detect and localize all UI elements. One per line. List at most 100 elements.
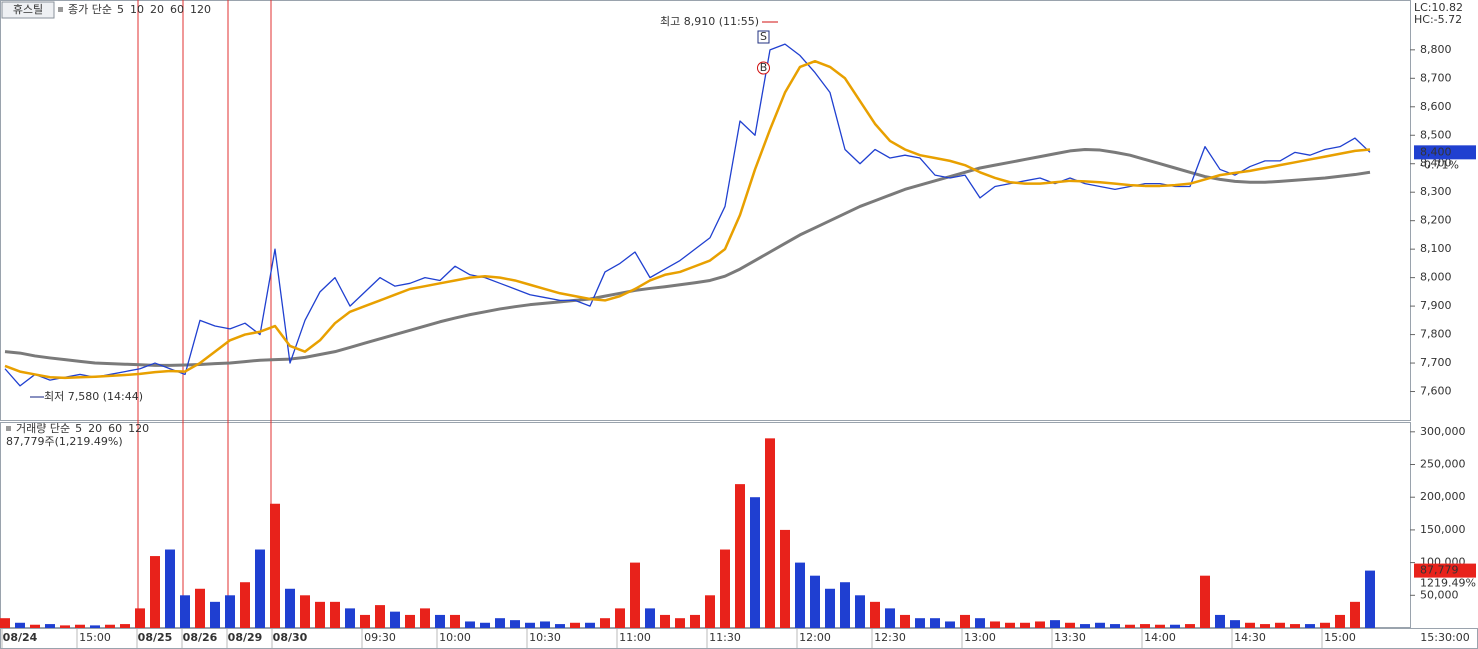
y-tick-label: 8,200 [1420, 214, 1452, 227]
price-panel [0, 0, 1411, 421]
legend-title: 거래량 단순 [16, 422, 70, 435]
sell-marker [757, 30, 770, 44]
x-tick-label: 08/29 [228, 631, 263, 644]
y-tick-label: 200,000 [1420, 490, 1466, 503]
volume-bar [975, 618, 985, 628]
volume-bar [60, 625, 70, 628]
volume-bar [330, 601, 340, 628]
volume-bar [150, 556, 160, 628]
volume-bar [555, 624, 565, 628]
volume-bar [450, 614, 460, 628]
volume-bar [435, 614, 445, 628]
ticker-button[interactable] [1, 1, 55, 19]
volume-bar [1065, 622, 1075, 628]
price-line [4, 43, 1371, 387]
volume-bar [840, 582, 850, 628]
x-tick-label: 08/24 [3, 631, 38, 644]
volume-bar [810, 575, 820, 628]
legend-entry: 120 [128, 422, 149, 435]
volume-ratio: 1219.49% [1420, 577, 1476, 590]
volume-bar [360, 614, 370, 628]
volume-bar [900, 614, 910, 628]
volume-bar [570, 622, 580, 628]
volume-bar [1110, 624, 1120, 628]
volume-bar [585, 622, 595, 628]
legend-entry: 5 [75, 422, 82, 435]
legend-title: 종가 단순 [68, 3, 112, 16]
volume-bar [930, 618, 940, 628]
change: -0.71% [1420, 158, 1459, 171]
volume-bar [1035, 621, 1045, 628]
volume-bar [720, 549, 730, 628]
x-tick-label: 08/26 [183, 631, 218, 644]
y-tick-label: 8,100 [1420, 242, 1452, 255]
volume-bar [30, 624, 40, 628]
volume-bar [495, 618, 505, 628]
volume-bar [750, 497, 760, 628]
x-tick-label: 10:00 [439, 631, 471, 644]
volume-bar [960, 614, 970, 628]
x-tick-label: 10:30 [529, 631, 561, 644]
volume-bar [1275, 622, 1285, 628]
volume-bar [1185, 624, 1195, 628]
volume-bar [1140, 624, 1150, 628]
y-tick-label: 8,700 [1420, 71, 1452, 84]
volume-bar [90, 625, 100, 628]
y-tick-label: 8,300 [1420, 185, 1452, 198]
volume-bar [1350, 601, 1360, 628]
last-price-box [1414, 145, 1476, 160]
buy-label: B [760, 61, 768, 74]
volume-bar [465, 621, 475, 628]
volume-bar [765, 438, 775, 628]
volume-bar [870, 601, 880, 628]
y-tick-label: 250,000 [1420, 458, 1466, 471]
volume-bar [660, 614, 670, 628]
volume-bar [345, 608, 355, 628]
volume-bar [105, 624, 115, 628]
volume-bar [135, 608, 145, 628]
legend-icon [6, 426, 11, 431]
legend-entry: 60 [108, 422, 122, 435]
volume-bar [1245, 622, 1255, 628]
volume-bar [390, 611, 400, 628]
y-tick-label: 7,800 [1420, 328, 1452, 341]
volume-bar [225, 595, 235, 628]
volume-bar [1365, 570, 1375, 628]
x-tick-label: 15:00 [1324, 631, 1356, 644]
volume-bar [480, 622, 490, 628]
volume-bar [1005, 622, 1015, 628]
volume-bar [690, 614, 700, 628]
y-tick-label: 8,800 [1420, 43, 1452, 56]
volume-bar [0, 618, 10, 628]
y-tick-label: 7,700 [1420, 356, 1452, 369]
volume-bar [600, 618, 610, 628]
volume-bar [300, 595, 310, 628]
legend-entry: 5 [117, 3, 124, 16]
volume-bar [315, 601, 325, 628]
volume-bar [15, 622, 25, 628]
x-tick-label: 09:30 [364, 631, 396, 644]
volume-bar [210, 601, 220, 628]
ticker[interactable]: 휴스틸 [13, 3, 43, 16]
legend-icon [58, 7, 63, 12]
x-tick-label: 14:30 [1234, 631, 1266, 644]
volume-bar [1320, 622, 1330, 628]
volume-bar [855, 595, 865, 628]
volume-bar [1155, 624, 1165, 628]
volume-bar [735, 484, 745, 628]
y-tick-label: 300,000 [1420, 425, 1466, 438]
volume-bar [180, 595, 190, 628]
volume-bar [1305, 624, 1315, 628]
volume-bar [285, 588, 295, 628]
volume-bar [1290, 624, 1300, 628]
volume-bar [1335, 614, 1345, 628]
last-price: 8,400 [1420, 145, 1452, 158]
y-tick-label: 7,900 [1420, 299, 1452, 312]
volume-bar [705, 595, 715, 628]
volume-bar [240, 582, 250, 628]
last-volume-box [1414, 563, 1476, 578]
y-tick-label: 8,000 [1420, 271, 1452, 284]
x-tick-label: 08/25 [138, 631, 173, 644]
volume-bar [1200, 575, 1210, 628]
volume-bar [195, 588, 205, 628]
